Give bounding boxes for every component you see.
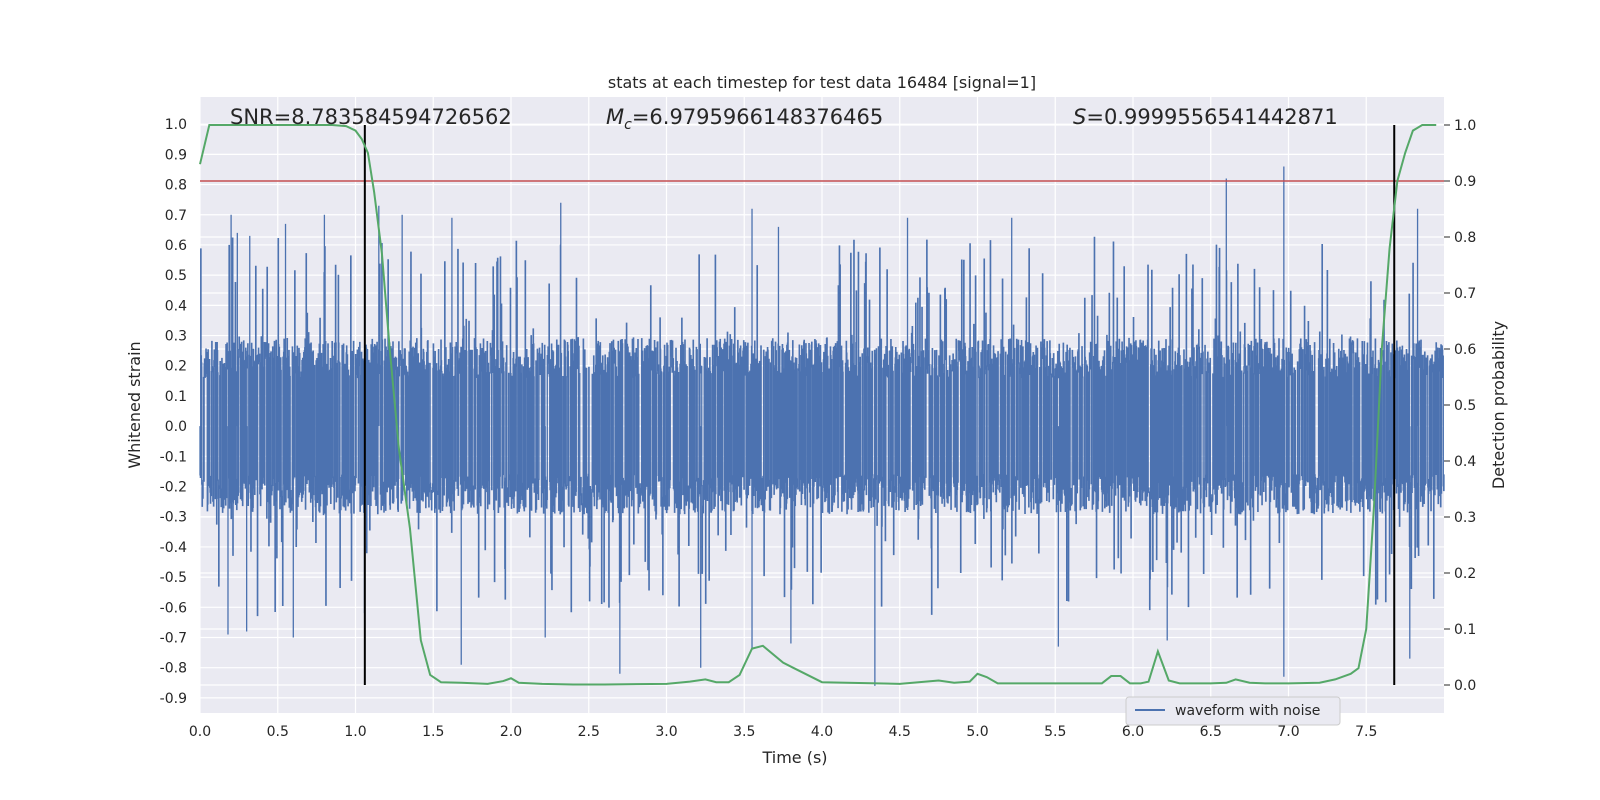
y2-tick-label: 0.9 [1454,174,1476,190]
y2-tick-label: 0.0 [1454,678,1476,694]
x-tick-label: 2.0 [500,724,522,740]
x-tick-label: 4.5 [889,724,911,740]
y2-tick-label: 0.2 [1454,566,1476,582]
y2-tick-label: 0.4 [1454,454,1476,470]
y2-axis-label: Detection probability [1489,321,1508,489]
y-tick-label: 0.3 [165,329,187,345]
annotation-mc-subscript: c [624,117,632,133]
chart-title: stats at each timestep for test data 164… [608,73,1036,92]
x-tick-label: 0.0 [189,724,211,740]
y2-tick-label: 1.0 [1454,118,1476,134]
legend-box [1125,696,1341,726]
y-tick-label: 0.6 [165,238,187,254]
y-tick-label: 0.8 [165,178,187,194]
x-tick-label: 1.0 [344,724,366,740]
y-tick-label: 0.7 [165,208,187,224]
y-tick-label: -0.9 [160,691,187,707]
x-tick-label: 2.5 [578,724,600,740]
y-axis-label: Whitened strain [125,341,144,468]
annotation-s-value: =0.9999556541442871 [1086,105,1337,129]
annotation-snr: SNR=8.783584594726562 [230,105,512,129]
y2-tick-label: 0.3 [1454,510,1476,526]
probability-line [199,124,1437,686]
y-tick-label: -0.5 [160,570,187,586]
x-tick-label: 4.0 [811,724,833,740]
y-tick-label: 0.0 [165,419,187,435]
annotation-s: S=0.9999556541442871 [1073,105,1338,129]
x-tick-label: 6.5 [1200,724,1222,740]
annotation-mc-symbol: M [606,105,624,129]
x-tick-label: 3.5 [733,724,755,740]
annotation-mc-value: =6.9795966148376465 [632,105,883,129]
legend-label: waveform with noise [1175,703,1320,719]
x-axis-label: Time (s) [761,748,827,767]
y2-tick-label: 0.1 [1454,622,1476,638]
y2-tick-label: 0.7 [1454,286,1476,302]
x-tick-label: 7.5 [1355,724,1377,740]
x-tick-label: 6.0 [1122,724,1144,740]
x-tick-label: 5.0 [966,724,988,740]
y2-tick-label: 0.5 [1454,398,1476,414]
x-tick-label: 7.0 [1277,724,1299,740]
y-tick-label: 0.2 [165,359,187,375]
y-tick-label: 0.4 [165,298,187,314]
series-detection-probability [199,124,1437,686]
annotation-s-symbol: S [1073,105,1086,129]
ticks: 0.0 0.5 1.0 1.5 2.0 2.5 3.0 3.5 4.0 4.5 5.0 5.5 6.0 6… [160,117,1477,740]
x-tick-label: 5.5 [1044,724,1066,740]
y-tick-label: 0.1 [165,389,187,405]
y-tick-label: -0.6 [160,600,187,616]
y-tick-label: -0.4 [160,540,187,556]
x-tick-label: 1.5 [422,724,444,740]
y-tick-label: 0.5 [165,268,187,284]
y2-tick-label: 0.8 [1454,230,1476,246]
legend: waveform with noise [1125,696,1341,726]
series-waveform-with-noise [199,166,1445,686]
x-tick-label: 0.5 [267,724,289,740]
y2-tick-label: 0.6 [1454,342,1476,358]
y-tick-label: -0.2 [160,480,187,496]
y-tick-label: -0.1 [160,449,187,465]
y-tick-label: -0.3 [160,510,187,526]
reference-lines [200,125,1444,685]
waveform-line [199,166,1445,686]
y-tick-label: -0.7 [160,631,187,647]
x-tick-label: 3.0 [655,724,677,740]
y-tick-label: -0.8 [160,661,187,677]
annotation-mc: Mc=6.9795966148376465 [606,105,883,133]
y-tick-label: 1.0 [165,117,187,133]
y-tick-label: 0.9 [165,147,187,163]
